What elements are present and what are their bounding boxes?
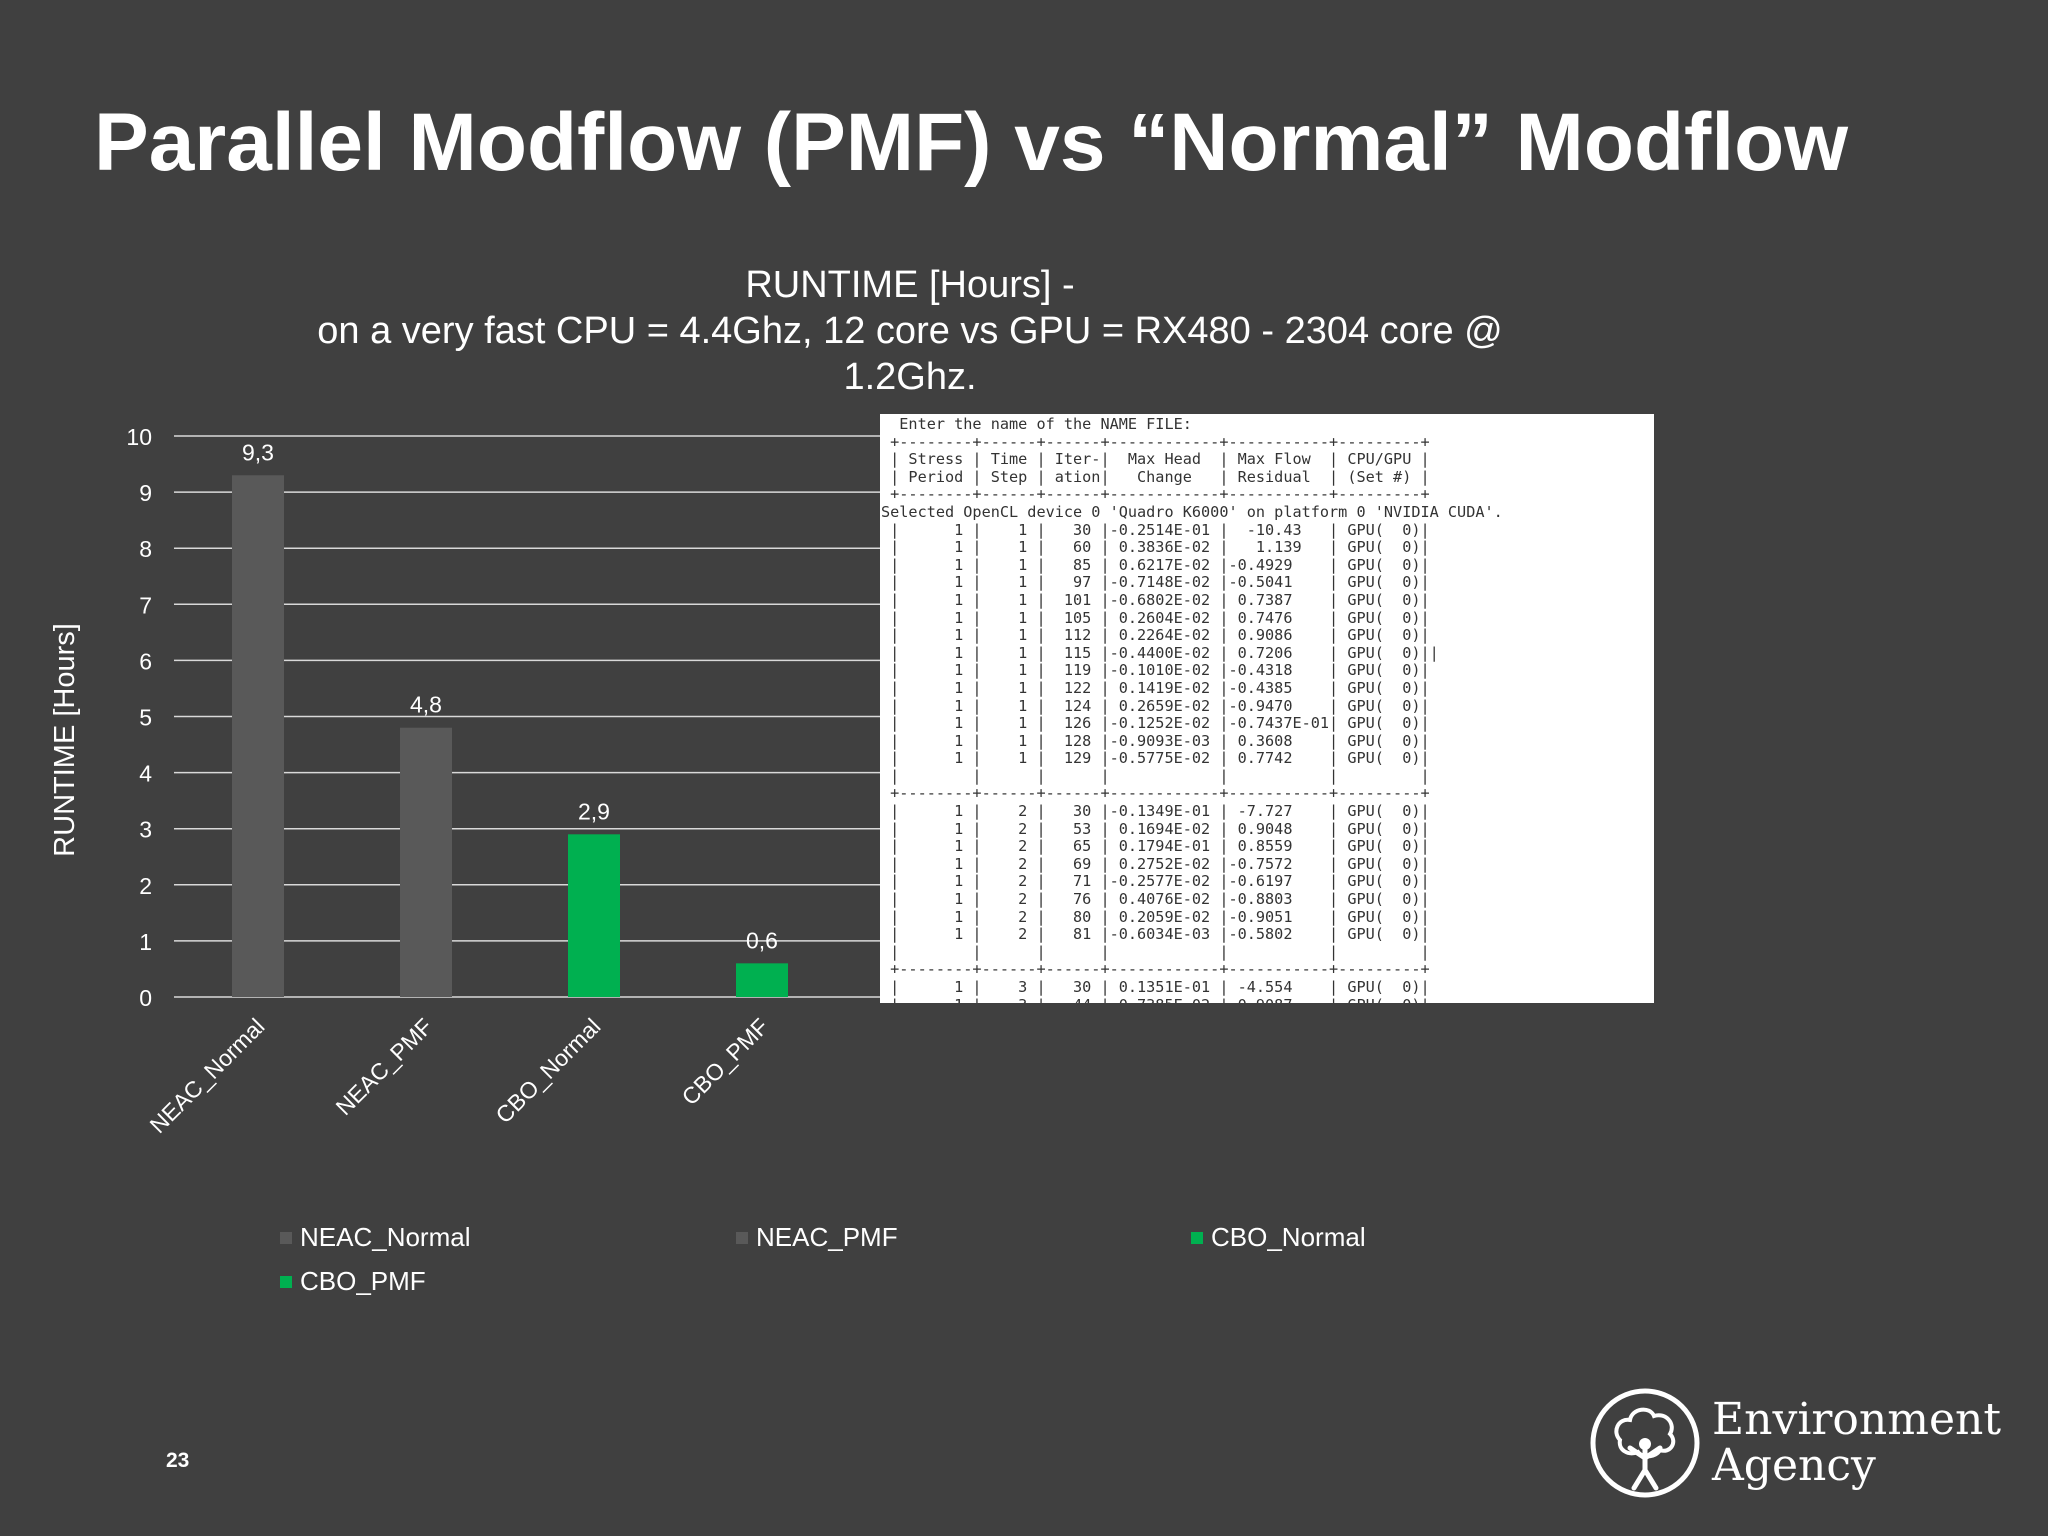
x-tick-label: NEAC_PMF: [331, 1013, 438, 1120]
x-tick-label: CBO_Normal: [490, 1013, 605, 1128]
bar-neac-normal: [232, 475, 284, 997]
legend-label: CBO_PMF: [300, 1266, 426, 1296]
data-label: 9,3: [242, 439, 274, 465]
x-tick-label: NEAC_Normal: [144, 1013, 269, 1138]
data-label: 0,6: [746, 927, 778, 953]
y-tick-label: 2: [139, 873, 152, 899]
y-tick-label: 9: [139, 480, 152, 506]
legend-item-cbo-normal: CBO_Normal: [1191, 1222, 1366, 1253]
legend-swatch: [1191, 1231, 1203, 1244]
chart-title: RUNTIME [Hours] - on a very fast CPU = 4…: [230, 262, 1590, 400]
legend-item-neac-pmf: NEAC_PMF: [736, 1222, 898, 1253]
console-screenshot: Enter the name of the NAME FILE: +------…: [880, 414, 1654, 1003]
tree-figure-logo-icon: [1590, 1388, 1700, 1498]
bar-neac-pmf: [400, 727, 452, 997]
slide-title: Parallel Modflow (PMF) vs “Normal” Modfl…: [94, 97, 1848, 188]
y-tick-label: 6: [139, 648, 152, 674]
y-tick-label: 4: [139, 761, 152, 787]
bar-cbo-pmf: [736, 963, 788, 997]
chart-title-line: 1.2Ghz.: [843, 356, 977, 398]
legend-item-cbo-pmf: CBO_PMF: [280, 1266, 426, 1297]
y-tick-label: 3: [139, 817, 152, 843]
legend-swatch: [280, 1275, 292, 1288]
logo-line-1: Environment: [1712, 1394, 2002, 1445]
chart-title-line: on a very fast CPU = 4.4Ghz, 12 core vs …: [317, 310, 1503, 352]
legend-swatch: [736, 1231, 748, 1244]
legend-item-neac-normal: NEAC_Normal: [280, 1222, 471, 1253]
y-tick-label: 5: [139, 705, 152, 731]
legend-label: NEAC_PMF: [756, 1222, 898, 1252]
x-tick-label: CBO_PMF: [677, 1013, 774, 1110]
environment-agency-logo: Environment Agency: [1590, 1388, 2001, 1498]
page-number: 23: [166, 1449, 190, 1472]
legend-label: CBO_Normal: [1211, 1222, 1366, 1252]
y-tick-label: 0: [139, 985, 152, 1011]
legend-label: NEAC_Normal: [300, 1222, 471, 1252]
y-tick-label: 8: [139, 536, 152, 562]
data-label: 4,8: [410, 692, 442, 718]
y-axis-label: RUNTIME [Hours]: [49, 623, 81, 857]
y-tick-label: 1: [139, 929, 152, 955]
y-tick-label: 10: [126, 424, 152, 450]
logo-text: Environment Agency: [1712, 1397, 2001, 1489]
data-label: 2,9: [578, 798, 610, 824]
y-tick-label: 7: [139, 592, 152, 618]
legend-swatch: [280, 1231, 292, 1244]
logo-line-2: Agency: [1712, 1440, 1876, 1491]
bar-cbo-normal: [568, 834, 620, 997]
console-output: Enter the name of the NAME FILE: +------…: [881, 415, 1503, 1003]
chart-title-line: RUNTIME [Hours] -: [745, 264, 1075, 306]
